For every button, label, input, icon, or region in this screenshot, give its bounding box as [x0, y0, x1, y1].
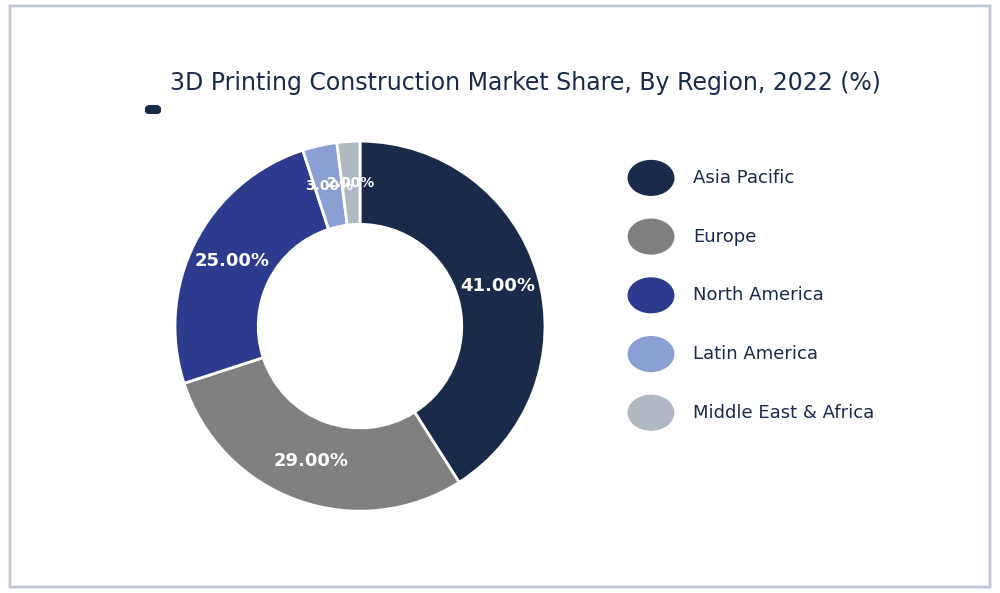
Circle shape [628, 278, 674, 313]
Circle shape [628, 396, 674, 430]
Wedge shape [337, 141, 360, 225]
Wedge shape [184, 358, 459, 511]
Text: Latin America: Latin America [693, 345, 818, 363]
Text: 3.00%: 3.00% [305, 179, 353, 193]
Text: North America: North America [693, 286, 824, 304]
Text: 3D Printing Construction Market Share, By Region, 2022 (%): 3D Printing Construction Market Share, B… [170, 71, 881, 95]
Text: 25.00%: 25.00% [195, 252, 270, 270]
Text: RESEARCH: RESEARCH [35, 82, 110, 95]
Text: PRECEDENCE: PRECEDENCE [27, 50, 118, 63]
Wedge shape [175, 150, 329, 383]
Circle shape [628, 219, 674, 254]
Text: Middle East & Africa: Middle East & Africa [693, 404, 874, 422]
Wedge shape [303, 142, 347, 229]
Text: Asia Pacific: Asia Pacific [693, 169, 794, 187]
Circle shape [628, 337, 674, 371]
Circle shape [628, 161, 674, 195]
Circle shape [145, 105, 161, 114]
Text: 29.00%: 29.00% [274, 452, 349, 470]
Text: Europe: Europe [693, 228, 756, 246]
Text: 41.00%: 41.00% [460, 277, 535, 295]
Text: 2.00%: 2.00% [327, 176, 375, 190]
Wedge shape [360, 141, 545, 482]
